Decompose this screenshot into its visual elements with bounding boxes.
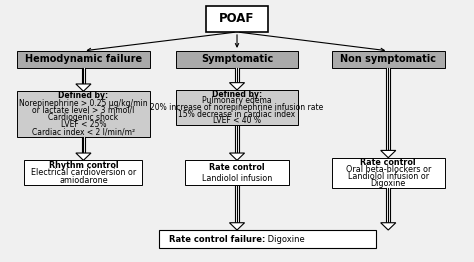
- Text: Rate control failure:: Rate control failure:: [169, 235, 265, 244]
- Bar: [331, 158, 445, 188]
- Bar: [386, 68, 390, 150]
- Bar: [17, 51, 150, 68]
- Bar: [175, 90, 299, 125]
- Text: Hemodynamic failure: Hemodynamic failure: [25, 54, 142, 64]
- Text: 15% decrease in cardiac index: 15% decrease in cardiac index: [178, 110, 296, 119]
- Polygon shape: [76, 153, 91, 160]
- Text: Non symptomatic: Non symptomatic: [340, 54, 436, 64]
- Text: 20% increase of norepinephrine infusion rate: 20% increase of norepinephrine infusion …: [150, 103, 324, 112]
- Bar: [235, 68, 239, 83]
- Text: Oral beta-blockers or: Oral beta-blockers or: [346, 165, 431, 174]
- Bar: [235, 185, 239, 223]
- Polygon shape: [229, 153, 245, 160]
- Text: Landiolol infusion or: Landiolol infusion or: [347, 172, 429, 181]
- Text: Rate control: Rate control: [360, 158, 416, 167]
- Bar: [235, 126, 239, 153]
- Bar: [386, 188, 390, 223]
- Text: Rate control: Rate control: [209, 163, 265, 172]
- Polygon shape: [381, 223, 396, 230]
- Polygon shape: [229, 83, 245, 90]
- Text: Symptomatic: Symptomatic: [201, 54, 273, 64]
- Bar: [331, 51, 445, 68]
- Bar: [206, 6, 268, 32]
- Text: Digoxine: Digoxine: [265, 235, 305, 244]
- Text: Landiolol infusion: Landiolol infusion: [202, 174, 272, 183]
- Text: Electrical cardioversion or: Electrical cardioversion or: [31, 168, 136, 177]
- Polygon shape: [229, 223, 245, 230]
- Text: Rhythm control: Rhythm control: [49, 161, 118, 170]
- Text: Norepinephrine > 0.25 μg/kg/min: Norepinephrine > 0.25 μg/kg/min: [19, 99, 148, 108]
- Bar: [185, 160, 289, 185]
- Text: Defined by:: Defined by:: [58, 91, 109, 100]
- Bar: [82, 68, 85, 84]
- Bar: [24, 160, 143, 185]
- Text: LVEF < 40 %: LVEF < 40 %: [213, 116, 261, 125]
- Text: POAF: POAF: [219, 12, 255, 25]
- Polygon shape: [76, 84, 91, 91]
- Text: Pulmonary edema: Pulmonary edema: [202, 96, 272, 105]
- Text: LVEF < 25%: LVEF < 25%: [61, 121, 106, 129]
- Text: or lactate level > 3 mmol/l: or lactate level > 3 mmol/l: [32, 106, 135, 115]
- Text: Cardiac index < 2 l/min/m²: Cardiac index < 2 l/min/m²: [32, 128, 135, 137]
- Text: Digoxine: Digoxine: [371, 179, 406, 188]
- Bar: [175, 51, 299, 68]
- Bar: [159, 230, 376, 248]
- Text: Cardiogenic shock: Cardiogenic shock: [48, 113, 119, 122]
- Text: Defined by:: Defined by:: [212, 90, 262, 99]
- Bar: [82, 137, 85, 153]
- Text: amiodarone: amiodarone: [59, 176, 108, 185]
- Bar: [17, 91, 150, 137]
- Polygon shape: [381, 150, 396, 158]
